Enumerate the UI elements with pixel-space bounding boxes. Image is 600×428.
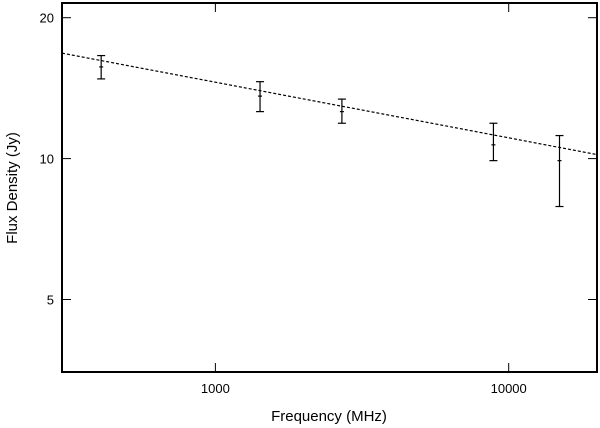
y-tick-label: 5 (47, 292, 54, 307)
y-tick-label: 20 (40, 11, 54, 26)
plot-frame (61, 2, 598, 373)
x-axis-title: Frequency (MHz) (271, 408, 387, 425)
x-tick-label: 10000 (491, 381, 527, 396)
x-tick-label: 1000 (201, 381, 230, 396)
y-axis-title: Flux Density (Jy) (4, 132, 21, 244)
y-tick-label: 10 (40, 152, 54, 167)
chart-marks: 1000 10000 5 10 20 (40, 3, 598, 396)
fit-line (61, 52, 598, 156)
